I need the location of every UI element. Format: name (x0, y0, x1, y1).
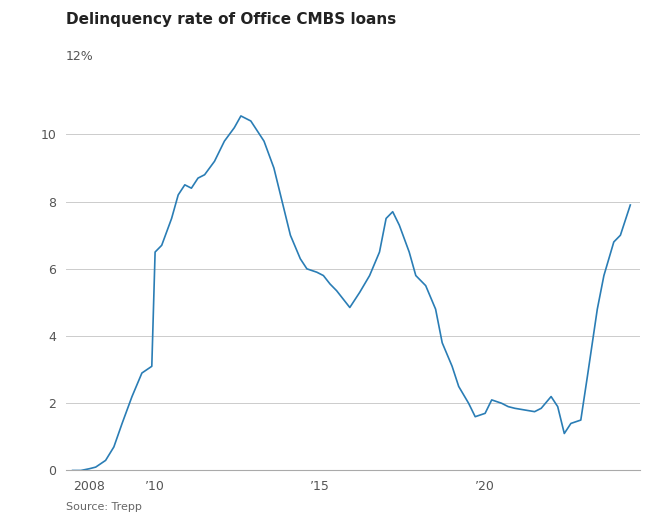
Text: Delinquency rate of Office CMBS loans: Delinquency rate of Office CMBS loans (66, 12, 396, 27)
Text: 12%: 12% (66, 50, 94, 63)
Text: Source: Trepp: Source: Trepp (66, 502, 142, 512)
